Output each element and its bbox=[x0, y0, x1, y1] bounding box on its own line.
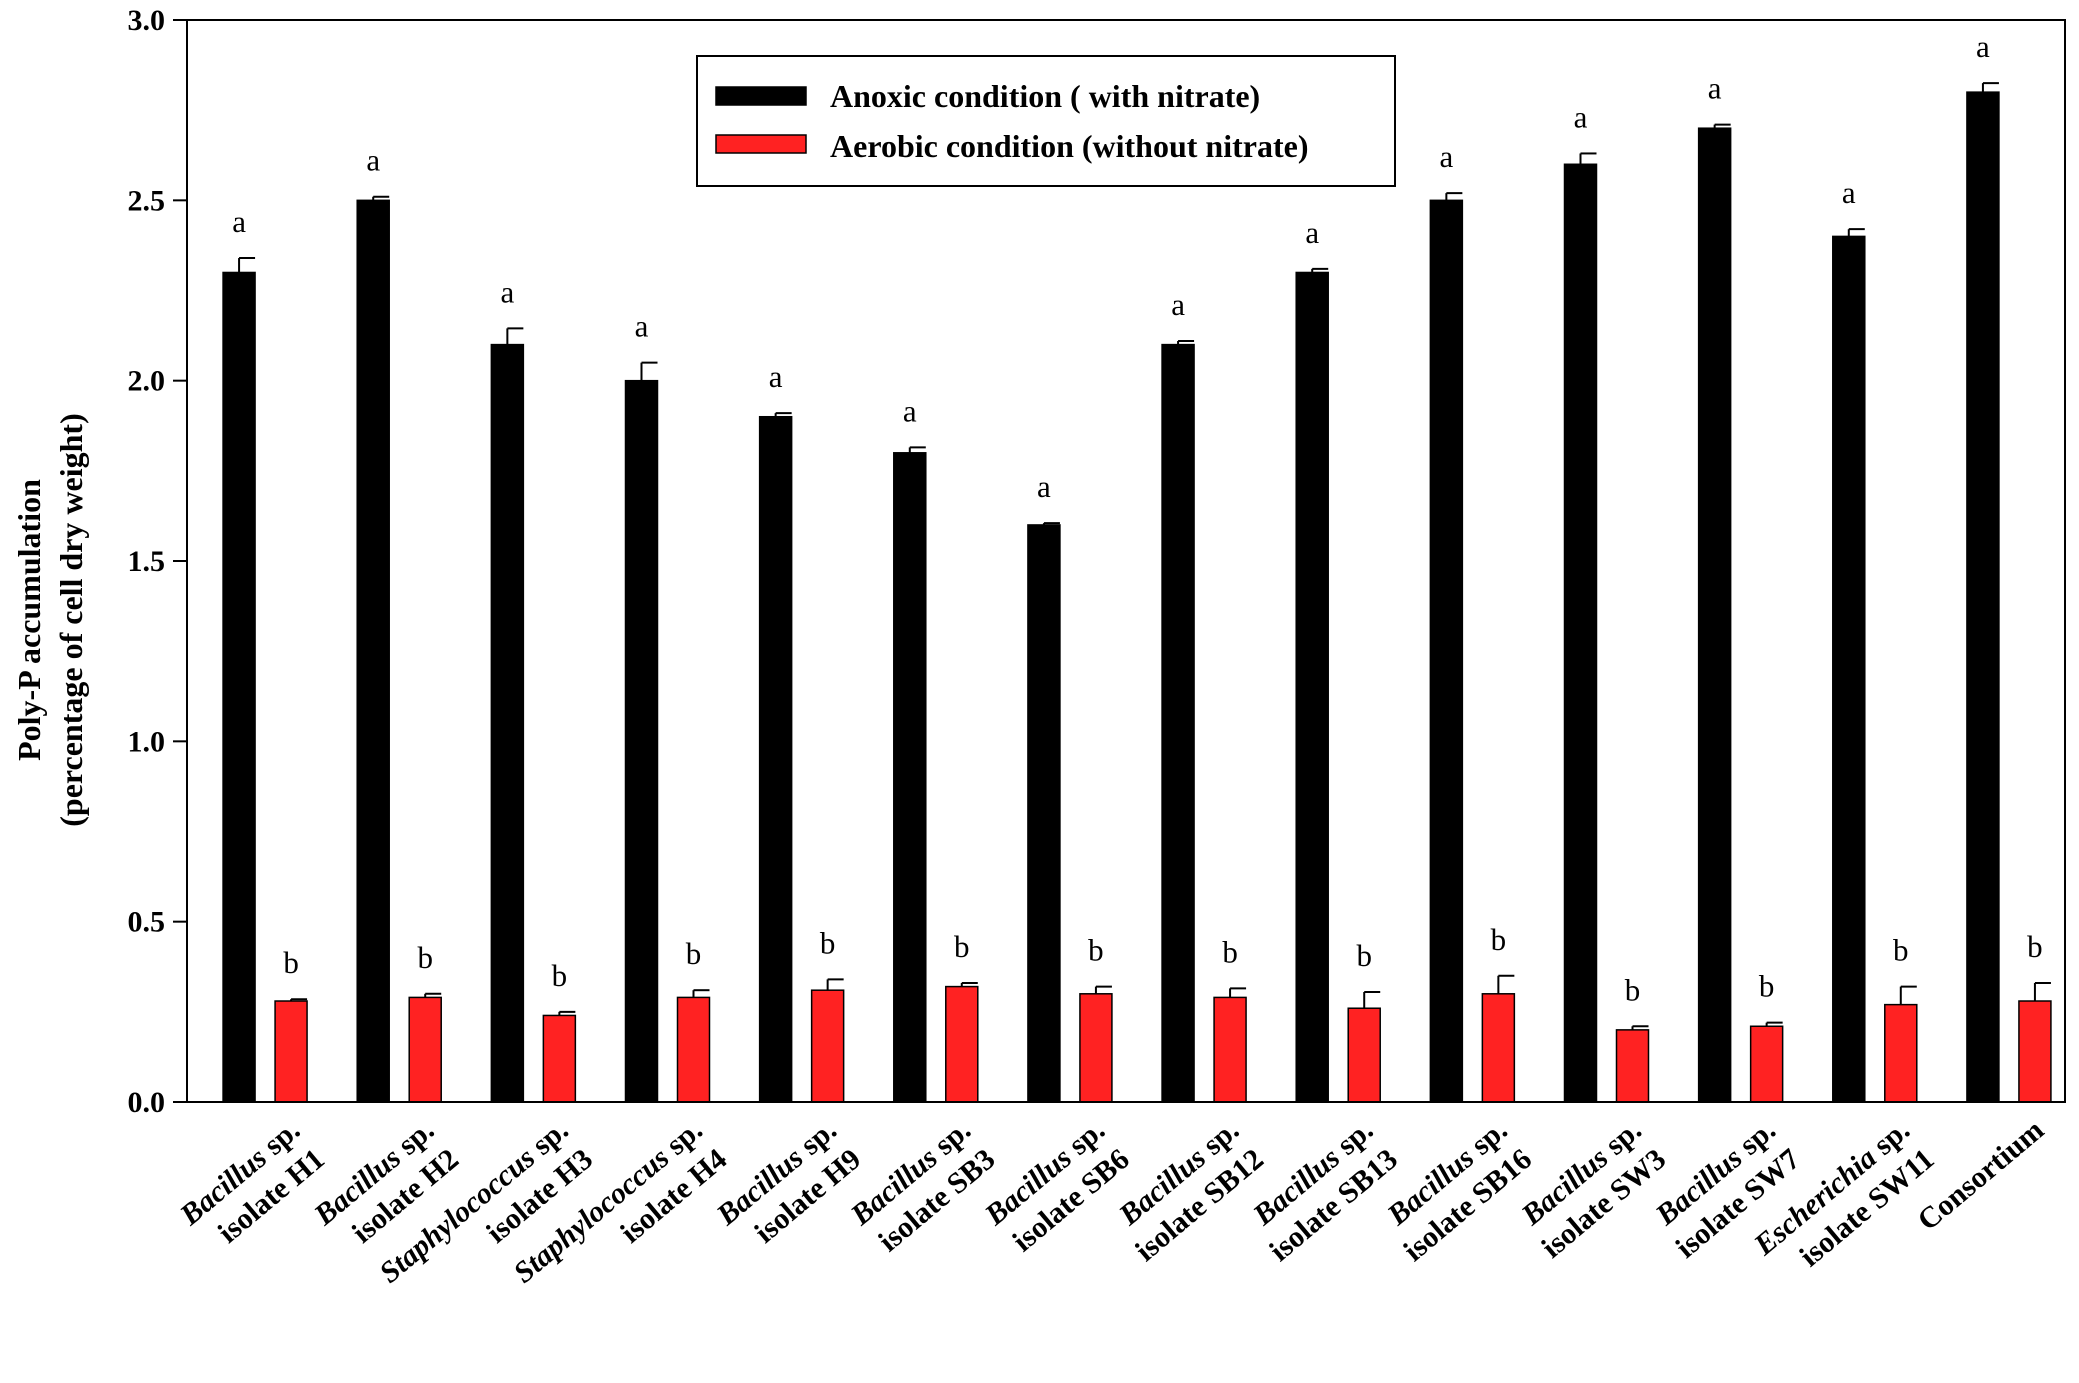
sig-label-aerobic: b bbox=[1088, 933, 1104, 968]
bar-anoxic bbox=[1161, 343, 1195, 1103]
sig-label-anoxic: a bbox=[1976, 29, 1990, 64]
bar-anoxic bbox=[1563, 163, 1598, 1103]
sig-label-anoxic: a bbox=[1171, 287, 1185, 322]
bar-aerobic bbox=[1347, 1007, 1381, 1103]
y-tick-label: 0.0 bbox=[128, 1086, 166, 1119]
bar-aerobic bbox=[810, 989, 845, 1103]
sig-label-anoxic: a bbox=[1037, 469, 1051, 504]
bar-anoxic bbox=[624, 379, 659, 1103]
x-category-label: Bacillus sp.isolate H9 bbox=[710, 1113, 868, 1249]
bar-anoxic bbox=[1027, 524, 1061, 1103]
sig-label-aerobic: b bbox=[1625, 972, 1641, 1007]
y-axis-label-line2: (percentage of cell dry weight) bbox=[53, 413, 89, 827]
sig-label-aerobic: b bbox=[283, 945, 299, 980]
sig-label-aerobic: b bbox=[1222, 934, 1238, 969]
bar-aerobic bbox=[676, 996, 711, 1103]
bar-aerobic bbox=[408, 996, 442, 1103]
bar-aerobic bbox=[1481, 993, 1516, 1103]
y-tick-label: 0.5 bbox=[128, 906, 166, 939]
legend-swatch-anoxic bbox=[715, 86, 807, 106]
bar-anoxic bbox=[222, 271, 256, 1103]
y-tick-label: 1.5 bbox=[128, 545, 166, 578]
bar-marks: a b a b a b a b a b a b a b a b a b a b a b a b a b a b bbox=[222, 29, 2052, 1103]
bar-anoxic bbox=[356, 199, 390, 1103]
sig-label-aerobic: b bbox=[552, 958, 568, 993]
sig-label-anoxic: a bbox=[903, 393, 917, 428]
bar-anoxic bbox=[758, 415, 793, 1103]
y-tick-label: 1.0 bbox=[128, 725, 166, 758]
y-axis-ticks: 0.0 0.5 1.0 1.5 2.0 2.5 3.0 bbox=[128, 4, 187, 1119]
sig-label-aerobic: b bbox=[1893, 933, 1909, 968]
bar-aerobic bbox=[1884, 1003, 1918, 1103]
x-category-label: Bacillus sp.isolate SB13 bbox=[1246, 1113, 1404, 1268]
bar-aerobic bbox=[945, 985, 979, 1103]
bar-anoxic bbox=[1429, 199, 1464, 1103]
x-category-label: Bacillus sp.isolate SW3 bbox=[1515, 1113, 1673, 1264]
bar-aerobic bbox=[2018, 1000, 2052, 1103]
sig-label-anoxic: a bbox=[1842, 175, 1856, 210]
x-category-label: Bacillus sp.isolate SB16 bbox=[1380, 1113, 1538, 1268]
x-category-label: Consortium bbox=[1911, 1113, 2050, 1237]
legend: Anoxic condition ( with nitrate) Aerobic… bbox=[696, 55, 1396, 187]
x-category-label: Bacillus sp.isolate SB12 bbox=[1112, 1113, 1270, 1268]
bar-anoxic bbox=[1966, 91, 2000, 1103]
sig-label-anoxic: a bbox=[635, 309, 649, 344]
x-category-label: Bacillus sp.isolate SB3 bbox=[844, 1113, 1002, 1258]
y-tick-label: 2.5 bbox=[128, 184, 166, 217]
bar-anoxic bbox=[893, 452, 927, 1103]
x-category-label: Bacillus sp.isolate SB6 bbox=[978, 1113, 1136, 1258]
y-tick-label: 2.0 bbox=[128, 365, 166, 398]
bar-aerobic bbox=[1079, 993, 1113, 1103]
sig-label-aerobic: b bbox=[686, 936, 702, 971]
x-axis-category-labels: Bacillus sp.isolate H1 Bacillus sp.isolat… bbox=[173, 1113, 2050, 1289]
sig-label-aerobic: b bbox=[954, 929, 970, 964]
sig-label-aerobic: b bbox=[820, 925, 836, 960]
sig-label-anoxic: a bbox=[500, 274, 514, 309]
bar-aerobic bbox=[1615, 1029, 1650, 1103]
sig-label-anoxic: a bbox=[1574, 99, 1588, 134]
x-category-isolate: Consortium bbox=[1911, 1113, 2050, 1237]
y-axis-label-line1: Poly-P accumulation bbox=[11, 479, 47, 761]
plot-frame bbox=[186, 19, 2066, 1103]
sig-label-aerobic: b bbox=[1759, 969, 1775, 1004]
legend-label-anoxic: Anoxic condition ( with nitrate) bbox=[830, 78, 1260, 114]
sig-label-anoxic: a bbox=[1305, 215, 1319, 250]
sig-label-aerobic: b bbox=[2027, 929, 2043, 964]
legend-box bbox=[696, 55, 1396, 187]
sig-label-anoxic: a bbox=[1708, 71, 1722, 106]
x-category-label: Bacillus sp.isolate H1 bbox=[173, 1113, 331, 1249]
bar-aerobic bbox=[274, 1000, 308, 1103]
sig-label-aerobic: b bbox=[417, 940, 433, 975]
y-axis-label: Poly-P accumulation (percentage of cell … bbox=[11, 413, 89, 827]
legend-swatch-aerobic bbox=[715, 134, 807, 154]
sig-label-anoxic: a bbox=[366, 143, 380, 178]
bar-aerobic bbox=[542, 1014, 577, 1103]
sig-label-anoxic: a bbox=[1439, 139, 1453, 174]
legend-label-aerobic: Aerobic condition (without nitrate) bbox=[830, 128, 1308, 164]
bar-anoxic bbox=[1697, 127, 1732, 1103]
y-tick-label: 3.0 bbox=[128, 4, 166, 37]
sig-label-anoxic: a bbox=[769, 359, 783, 394]
bar-aerobic bbox=[1213, 996, 1247, 1103]
sig-label-aerobic: b bbox=[1356, 938, 1372, 973]
bar-anoxic bbox=[1295, 271, 1329, 1103]
bar-anoxic bbox=[490, 343, 525, 1103]
bar-aerobic bbox=[1749, 1025, 1784, 1103]
sig-label-aerobic: b bbox=[1491, 922, 1507, 957]
sig-label-anoxic: a bbox=[232, 204, 246, 239]
bar-anoxic bbox=[1832, 235, 1866, 1103]
